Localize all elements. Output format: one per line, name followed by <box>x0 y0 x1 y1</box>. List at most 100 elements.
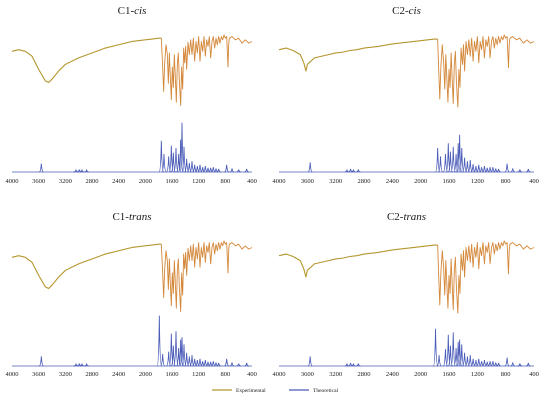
panel-title-base: C1- <box>118 5 135 17</box>
theoretical-peak <box>244 362 249 367</box>
x-tick-label: 3600 <box>301 178 314 185</box>
x-tick-label: 800 <box>501 371 511 378</box>
theoretical-peak <box>178 139 184 173</box>
x-tick-label: 4000 <box>6 371 19 378</box>
theoretical-peak <box>38 356 44 367</box>
theoretical-peak <box>38 163 44 173</box>
theoretical-peak <box>224 358 229 367</box>
theoretical-peak <box>455 143 461 173</box>
theoretical-peak <box>453 347 459 367</box>
theoretical-peak <box>236 169 241 173</box>
x-tick-label: 4000 <box>6 178 19 185</box>
panel-title: C2-trans <box>387 211 426 223</box>
spectrum-panel: C1-trans 4000 3600 3200 2800 2400 2000 1600 1200… <box>6 211 257 378</box>
experimental-line <box>278 38 438 72</box>
theoretical-peak <box>432 328 439 367</box>
panel-title-base: C1- <box>112 211 129 223</box>
x-tick-label: 3600 <box>301 371 314 378</box>
panel-title-base: C2- <box>392 5 409 17</box>
theoretical-peak <box>445 334 451 367</box>
x-tick-label: 2800 <box>86 178 99 185</box>
theoretical-peak <box>216 362 221 367</box>
x-tick-label: 1200 <box>192 178 205 185</box>
theoretical-peak <box>435 147 441 173</box>
theoretical-peak <box>445 143 451 173</box>
theoretical-peak <box>216 168 221 173</box>
theoretical-peak <box>229 362 235 367</box>
theoretical-peak <box>496 362 501 367</box>
theoretical-peak <box>166 351 172 367</box>
theoretical-peak <box>84 362 89 367</box>
theoretical-peak <box>160 353 166 367</box>
theoretical-peak <box>450 332 456 367</box>
x-tick-label: 1200 <box>471 178 484 185</box>
theoretical-peak <box>229 168 235 173</box>
legend-experimental-label: Experimental <box>236 388 266 394</box>
x-tick-label: 800 <box>501 178 511 185</box>
experimental-line-fingerprint <box>160 34 253 106</box>
experimental-line-fingerprint <box>437 240 535 314</box>
x-tick-label: 800 <box>220 178 230 185</box>
theoretical-peak <box>517 363 523 367</box>
experimental-line <box>278 244 438 278</box>
theoretical-peak <box>79 168 85 173</box>
panel-title-italic: cis <box>409 5 421 17</box>
theoretical-peak <box>176 347 182 367</box>
theoretical-peak <box>84 168 89 173</box>
x-tick-label: 2400 <box>386 178 399 185</box>
x-tick-label: 2800 <box>358 371 371 378</box>
x-tick-label: 800 <box>220 371 230 378</box>
theoretical-peak <box>161 153 167 173</box>
theoretical-peak <box>156 315 162 367</box>
theoretical-peak <box>224 164 229 173</box>
panel-title: C2-cis <box>392 5 421 17</box>
x-tick-label: 2000 <box>414 178 427 185</box>
x-tick-label: 2000 <box>414 371 427 378</box>
x-tick-label: 2800 <box>358 178 371 185</box>
panel-title-italic: cis <box>134 5 146 17</box>
spectrum-panel: C2-trans 4000 3600 3200 2800 2400 2000 1600 1200… <box>273 211 539 378</box>
x-tick-label: 1200 <box>471 371 484 378</box>
x-tick-label: 3600 <box>32 178 45 185</box>
x-tick-label: 1200 <box>192 371 205 378</box>
theoretical-peak <box>504 163 510 173</box>
theoretical-peak <box>496 168 501 173</box>
theoretical-peak <box>436 355 442 367</box>
x-tick-label: 400 <box>247 371 257 378</box>
theoretical-peak <box>526 168 531 173</box>
x-tick-label: 2400 <box>112 371 125 378</box>
x-tick-label: 1600 <box>443 371 456 378</box>
panel-title-base: C2- <box>387 211 404 223</box>
theoretical-peak <box>517 169 523 173</box>
x-tick-label: 400 <box>247 178 257 185</box>
theoretical-peak <box>456 339 463 367</box>
theoretical-peak <box>438 156 443 173</box>
theoretical-peak <box>459 147 465 173</box>
theoretical-peak <box>510 168 516 173</box>
x-tick-label: 1600 <box>166 178 179 185</box>
spectrum-panel: C1-cis 4000 3600 3200 2800 2400 2000 1600 1200 80… <box>6 5 257 185</box>
theoretical-peak <box>168 145 174 173</box>
x-tick-label: 2000 <box>139 371 152 378</box>
theoretical-peak <box>459 344 465 367</box>
theoretical-peak <box>356 169 361 173</box>
theoretical-peak <box>455 341 461 367</box>
experimental-line <box>11 37 162 84</box>
panel-title: C1-trans <box>112 211 151 223</box>
x-tick-label: 3200 <box>59 371 72 378</box>
theoretical-peak <box>351 362 356 367</box>
x-tick-label: 3200 <box>329 371 342 378</box>
x-tick-label: 4000 <box>273 371 286 378</box>
legend-theoretical-label: Theoretical <box>313 388 339 394</box>
theoretical-peak <box>526 362 531 367</box>
theoretical-peak <box>456 134 463 173</box>
x-tick-label: 400 <box>529 371 539 378</box>
x-tick-label: 2000 <box>139 178 152 185</box>
theoretical-peak <box>179 122 185 173</box>
spectrum-panel: C2-cis 4000 3600 3200 2800 2400 2000 1600 1200 80… <box>273 5 539 185</box>
legend: Experimental Theoretical <box>212 388 339 394</box>
theoretical-peak <box>307 356 313 367</box>
experimental-line-fingerprint <box>160 240 253 312</box>
theoretical-peak <box>453 153 459 173</box>
